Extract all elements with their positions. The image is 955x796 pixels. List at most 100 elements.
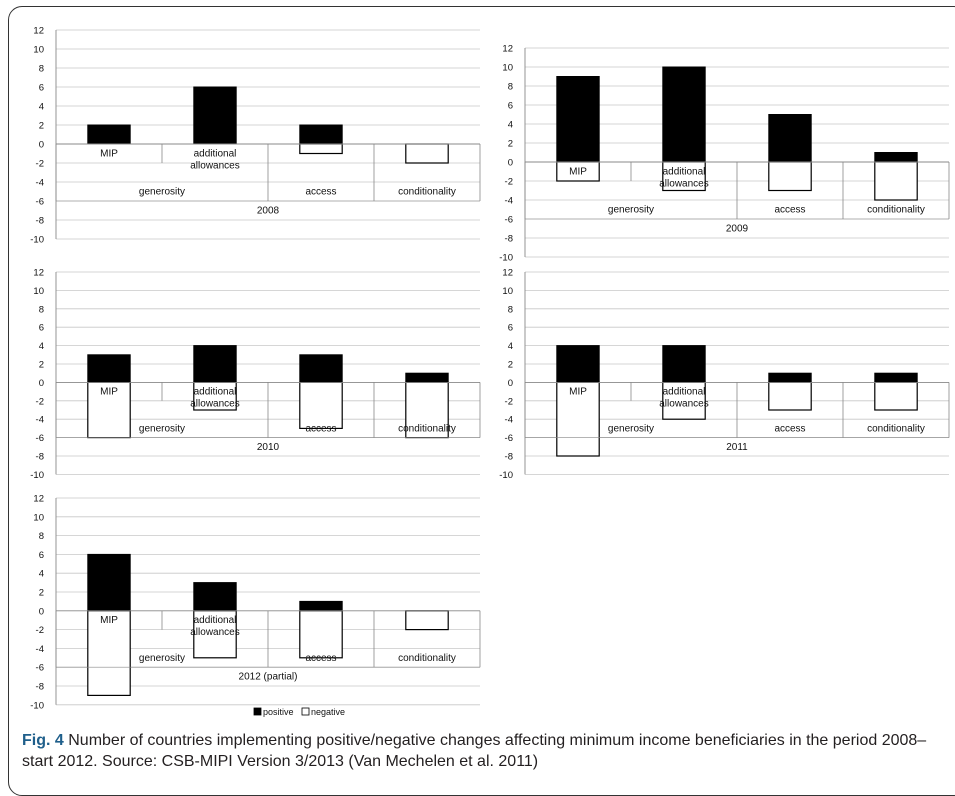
y-tick-label: 12 — [33, 494, 44, 505]
chart-panel-1: 12 10 8 6 4 2 0 -2 -4 -6 -8 -10 MIP additionalallowan… — [499, 44, 950, 264]
bar-positive — [768, 114, 812, 163]
y-tick-label: 2 — [508, 360, 513, 371]
bar-negative — [874, 381, 918, 411]
bar-negative — [405, 610, 449, 631]
bar-positive — [662, 345, 706, 383]
y-tick-label: -4 — [505, 415, 513, 426]
y-tick-label: -6 — [36, 663, 44, 674]
y-tick-label: 4 — [508, 341, 513, 352]
y-tick-label: -2 — [505, 396, 513, 407]
y-tick-label: 6 — [39, 323, 44, 334]
bar-positive — [87, 124, 131, 145]
group-label: access — [305, 653, 336, 664]
y-tick-label: 10 — [502, 286, 513, 297]
bar-negative — [193, 610, 237, 659]
y-tick-label: -6 — [36, 433, 44, 444]
bar-positive — [556, 345, 600, 383]
y-tick-label: -8 — [36, 452, 44, 463]
y-tick-label: -8 — [505, 452, 513, 463]
bar-negative — [768, 161, 812, 192]
y-tick-label: -4 — [36, 415, 44, 426]
bar-positive — [193, 345, 237, 383]
y-tick-label: 0 — [39, 606, 44, 617]
group-label: access — [774, 423, 805, 434]
y-tick-label: -8 — [36, 216, 44, 227]
group-label: conditionality — [398, 653, 456, 664]
category-label: MIP — [569, 167, 587, 178]
panel-title: 2008 — [257, 206, 280, 217]
bar-positive — [87, 354, 131, 383]
category-label: additional — [194, 615, 237, 626]
group-label: generosity — [608, 423, 654, 434]
y-tick-label: 10 — [502, 63, 513, 74]
y-tick-label: 4 — [39, 341, 44, 352]
y-tick-label: 12 — [502, 268, 513, 279]
y-tick-label: -2 — [36, 625, 44, 636]
y-tick-label: -10 — [499, 470, 513, 481]
category-label: additional — [663, 387, 706, 398]
bar-positive — [193, 582, 237, 612]
bar-positive — [299, 124, 343, 145]
y-tick-label: 6 — [508, 323, 513, 334]
panel-title: 2011 — [726, 442, 748, 453]
figure-caption: Fig. 4 Number of countries implementing … — [22, 730, 947, 772]
panel-title: 2009 — [726, 224, 749, 235]
y-tick-label: -10 — [30, 700, 44, 711]
category-label: allowances — [659, 179, 708, 190]
y-tick-label: 0 — [508, 378, 513, 389]
y-tick-label: 12 — [33, 26, 44, 37]
group-label: access — [305, 187, 336, 198]
y-tick-label: 0 — [39, 378, 44, 389]
y-tick-label: -4 — [36, 644, 44, 655]
y-tick-label: 8 — [508, 82, 513, 93]
bar-negative — [405, 143, 449, 164]
group-label: generosity — [139, 653, 185, 664]
y-tick-label: -4 — [505, 196, 513, 207]
y-tick-label: 10 — [33, 45, 44, 56]
bar-positive — [662, 66, 706, 163]
y-tick-label: 4 — [508, 120, 513, 131]
group-label: conditionality — [398, 187, 456, 198]
category-label: additional — [663, 167, 706, 178]
y-tick-label: 8 — [39, 304, 44, 315]
y-tick-label: 4 — [39, 102, 44, 113]
y-tick-label: 12 — [33, 268, 44, 279]
bar-negative — [662, 381, 706, 420]
bar-negative — [768, 381, 812, 411]
group-label: access — [305, 423, 336, 434]
bar-negative — [87, 610, 131, 696]
panel-title: 2010 — [257, 442, 280, 453]
category-label: allowances — [190, 627, 239, 638]
panel-title: 2012 (partial) — [239, 672, 298, 683]
chart-panel-2: 12 10 8 6 4 2 0 -2 -4 -6 -8 -10 MIP additionalallowan… — [30, 268, 481, 481]
category-label: additional — [194, 387, 237, 398]
y-tick-label: -10 — [30, 470, 44, 481]
bar-positive — [405, 372, 449, 383]
group-label: generosity — [139, 423, 185, 434]
y-tick-label: 6 — [39, 550, 44, 561]
bar-positive — [768, 372, 812, 383]
y-tick-label: -10 — [30, 235, 44, 246]
y-tick-label: 2 — [39, 121, 44, 132]
y-tick-label: -10 — [499, 253, 513, 264]
y-tick-label: -2 — [36, 159, 44, 170]
y-tick-label: 8 — [508, 304, 513, 315]
y-tick-label: 10 — [33, 512, 44, 523]
bar-positive — [87, 553, 131, 612]
category-label: allowances — [190, 161, 239, 172]
y-tick-label: 6 — [39, 83, 44, 94]
category-label: MIP — [100, 149, 118, 160]
y-tick-label: -6 — [36, 197, 44, 208]
bar-negative — [299, 143, 343, 155]
y-tick-label: 2 — [39, 588, 44, 599]
y-tick-label: -6 — [505, 215, 513, 226]
bar-negative — [299, 381, 343, 429]
group-label: generosity — [139, 187, 185, 198]
bar-negative — [87, 381, 131, 439]
bar-positive — [299, 354, 343, 383]
y-tick-label: 0 — [39, 140, 44, 151]
bar-positive — [874, 372, 918, 383]
y-tick-label: -2 — [36, 396, 44, 407]
y-tick-label: 6 — [508, 101, 513, 112]
